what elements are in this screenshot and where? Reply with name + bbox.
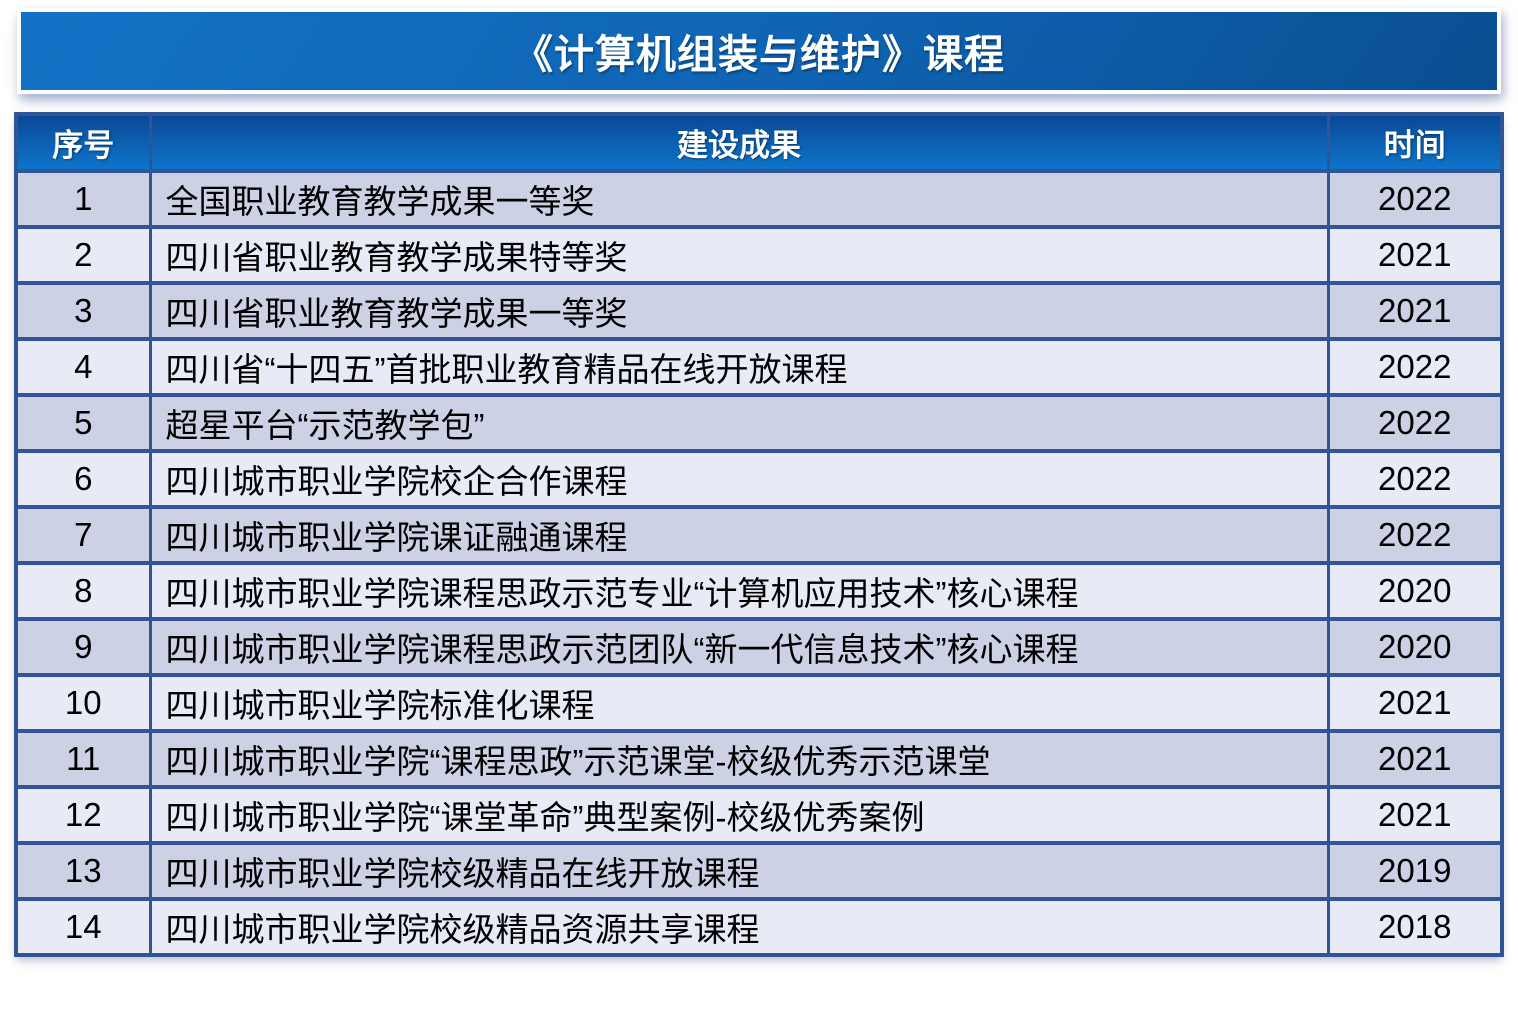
row-achievement: 四川城市职业学院校企合作课程 <box>148 449 1330 509</box>
col-header-achievement: 建设成果 <box>148 112 1330 173</box>
table-row: 9 四川城市职业学院课程思政示范团队“新一代信息技术”核心课程 2020 <box>14 617 1504 677</box>
row-year: 2021 <box>1326 729 1504 789</box>
row-achievement: 四川省“十四五”首批职业教育精品在线开放课程 <box>148 337 1330 397</box>
row-number: 4 <box>14 337 152 397</box>
row-year: 2022 <box>1326 449 1504 509</box>
table-row: 5 超星平台“示范教学包” 2022 <box>14 393 1504 453</box>
row-achievement: 四川城市职业学院课证融通课程 <box>148 505 1330 565</box>
row-number: 5 <box>14 393 152 453</box>
col-header-year: 时间 <box>1326 112 1504 173</box>
row-number: 13 <box>14 841 152 901</box>
row-achievement: 四川城市职业学院课程思政示范团队“新一代信息技术”核心课程 <box>148 617 1330 677</box>
table-row: 7 四川城市职业学院课证融通课程 2022 <box>14 505 1504 565</box>
row-number: 8 <box>14 561 152 621</box>
table-row: 8 四川城市职业学院课程思政示范专业“计算机应用技术”核心课程 2020 <box>14 561 1504 621</box>
row-number: 7 <box>14 505 152 565</box>
row-year: 2019 <box>1326 841 1504 901</box>
row-number: 12 <box>14 785 152 845</box>
row-number: 10 <box>14 673 152 733</box>
row-year: 2021 <box>1326 225 1504 285</box>
row-year: 2021 <box>1326 673 1504 733</box>
table-row: 14 四川城市职业学院校级精品资源共享课程 2018 <box>14 897 1504 957</box>
row-year: 2022 <box>1326 337 1504 397</box>
table-row: 3 四川省职业教育教学成果一等奖 2021 <box>14 281 1504 341</box>
row-achievement: 四川城市职业学院校级精品资源共享课程 <box>148 897 1330 957</box>
row-year: 2022 <box>1326 505 1504 565</box>
row-number: 6 <box>14 449 152 509</box>
row-number: 2 <box>14 225 152 285</box>
row-year: 2021 <box>1326 785 1504 845</box>
table-row: 13 四川城市职业学院校级精品在线开放课程 2019 <box>14 841 1504 901</box>
achievements-table: 序号 建设成果 时间 1 全国职业教育教学成果一等奖 2022 2 四川省职业教… <box>14 112 1504 957</box>
table-header-row: 序号 建设成果 时间 <box>14 112 1504 173</box>
table-row: 4 四川省“十四五”首批职业教育精品在线开放课程 2022 <box>14 337 1504 397</box>
table-row: 10 四川城市职业学院标准化课程 2021 <box>14 673 1504 733</box>
table-row: 11 四川城市职业学院“课程思政”示范课堂-校级优秀示范课堂 2021 <box>14 729 1504 789</box>
row-number: 9 <box>14 617 152 677</box>
table-row: 1 全国职业教育教学成果一等奖 2022 <box>14 169 1504 229</box>
row-achievement: 四川省职业教育教学成果特等奖 <box>148 225 1330 285</box>
row-achievement: 四川城市职业学院“课堂革命”典型案例-校级优秀案例 <box>148 785 1330 845</box>
col-header-no: 序号 <box>14 112 152 173</box>
row-achievement: 四川城市职业学院校级精品在线开放课程 <box>148 841 1330 901</box>
table-row: 6 四川城市职业学院校企合作课程 2022 <box>14 449 1504 509</box>
row-year: 2020 <box>1326 617 1504 677</box>
row-achievement: 全国职业教育教学成果一等奖 <box>148 169 1330 229</box>
row-year: 2021 <box>1326 281 1504 341</box>
row-number: 11 <box>14 729 152 789</box>
row-achievement: 超星平台“示范教学包” <box>148 393 1330 453</box>
row-number: 1 <box>14 169 152 229</box>
row-achievement: 四川省职业教育教学成果一等奖 <box>148 281 1330 341</box>
table-row: 2 四川省职业教育教学成果特等奖 2021 <box>14 225 1504 285</box>
slide-title-banner: 《计算机组装与维护》课程 <box>17 8 1501 94</box>
page-title: 《计算机组装与维护》课程 <box>513 33 1005 77</box>
row-achievement: 四川城市职业学院课程思政示范专业“计算机应用技术”核心课程 <box>148 561 1330 621</box>
row-achievement: 四川城市职业学院“课程思政”示范课堂-校级优秀示范课堂 <box>148 729 1330 789</box>
row-number: 14 <box>14 897 152 957</box>
row-number: 3 <box>14 281 152 341</box>
row-achievement: 四川城市职业学院标准化课程 <box>148 673 1330 733</box>
row-year: 2018 <box>1326 897 1504 957</box>
table-row: 12 四川城市职业学院“课堂革命”典型案例-校级优秀案例 2021 <box>14 785 1504 845</box>
row-year: 2022 <box>1326 393 1504 453</box>
row-year: 2022 <box>1326 169 1504 229</box>
row-year: 2020 <box>1326 561 1504 621</box>
achievements-table-container: 序号 建设成果 时间 1 全国职业教育教学成果一等奖 2022 2 四川省职业教… <box>14 112 1504 957</box>
